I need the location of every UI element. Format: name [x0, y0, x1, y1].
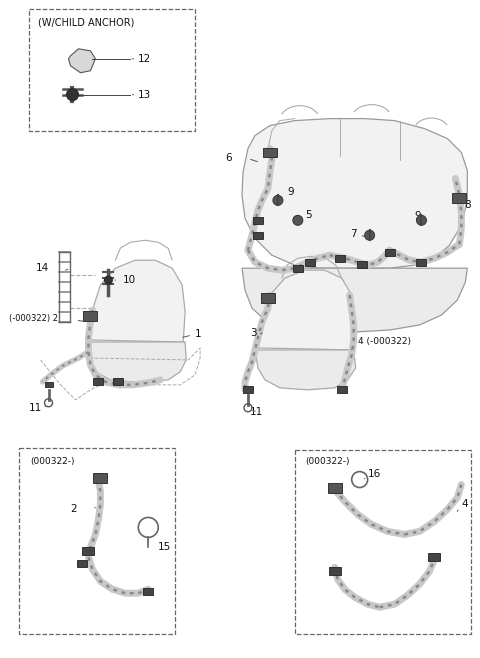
- Bar: [328, 482, 342, 493]
- Circle shape: [417, 215, 426, 225]
- Bar: [417, 259, 426, 266]
- Polygon shape: [258, 270, 355, 350]
- Bar: [113, 378, 123, 386]
- Text: (-000322) 2: (-000322) 2: [9, 313, 58, 322]
- Bar: [429, 553, 441, 561]
- Bar: [84, 311, 97, 321]
- Text: (000322-): (000322-): [31, 457, 75, 466]
- Text: (W/CHILD ANCHOR): (W/CHILD ANCHOR): [37, 18, 134, 28]
- Text: 14: 14: [36, 263, 49, 273]
- Circle shape: [365, 230, 374, 240]
- Bar: [94, 472, 108, 482]
- Text: 4 (-000322): 4 (-000322): [358, 338, 411, 347]
- Text: 4: 4: [461, 499, 468, 509]
- Text: 8: 8: [464, 200, 471, 211]
- Bar: [384, 249, 395, 256]
- Circle shape: [293, 215, 303, 225]
- Text: 7: 7: [350, 229, 356, 240]
- Text: 9: 9: [415, 211, 421, 221]
- Text: (000322-): (000322-): [305, 457, 349, 466]
- Bar: [261, 293, 275, 303]
- Text: 2: 2: [71, 505, 77, 515]
- Text: 6: 6: [226, 153, 232, 163]
- Text: 11: 11: [29, 403, 42, 413]
- Bar: [335, 255, 345, 262]
- Text: 13: 13: [138, 89, 152, 99]
- Bar: [77, 560, 87, 567]
- Bar: [357, 261, 367, 268]
- Text: 12: 12: [138, 54, 152, 64]
- Bar: [144, 588, 153, 595]
- Bar: [452, 193, 467, 203]
- Polygon shape: [88, 260, 185, 342]
- Polygon shape: [242, 118, 468, 268]
- Bar: [329, 567, 341, 575]
- Text: 3: 3: [250, 328, 257, 338]
- Circle shape: [104, 276, 112, 284]
- Bar: [253, 232, 263, 239]
- Text: 1: 1: [195, 329, 202, 339]
- Bar: [45, 382, 52, 388]
- Text: 11: 11: [250, 407, 263, 417]
- Bar: [305, 259, 315, 266]
- Bar: [263, 147, 277, 157]
- Circle shape: [67, 89, 78, 101]
- Bar: [243, 386, 253, 393]
- Circle shape: [273, 195, 283, 205]
- Text: 16: 16: [368, 468, 381, 478]
- Bar: [94, 378, 103, 386]
- Bar: [83, 547, 95, 555]
- Bar: [293, 265, 303, 272]
- Polygon shape: [85, 342, 186, 383]
- Bar: [253, 217, 263, 224]
- Text: 9: 9: [288, 188, 295, 197]
- Text: 15: 15: [158, 542, 171, 552]
- Polygon shape: [255, 350, 356, 390]
- Bar: [336, 386, 347, 393]
- Polygon shape: [69, 49, 96, 73]
- Text: 5: 5: [305, 211, 312, 220]
- Text: 10: 10: [122, 275, 135, 285]
- Polygon shape: [242, 268, 468, 332]
